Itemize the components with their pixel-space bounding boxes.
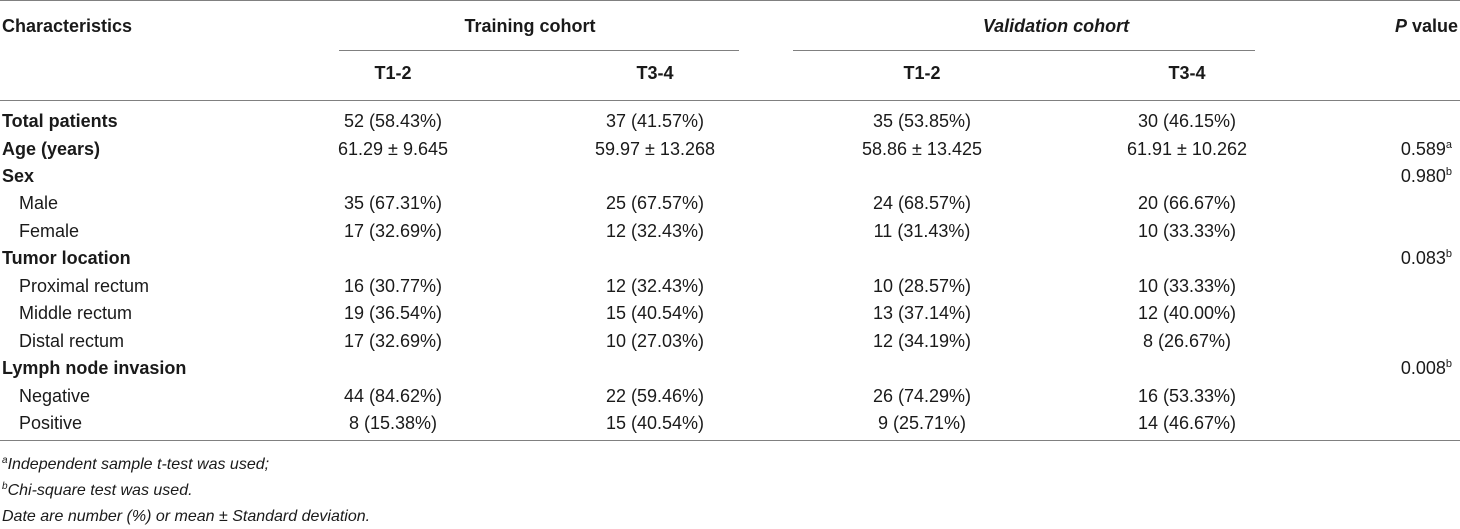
cell-value: 58.86 ± 13.425 <box>862 139 982 159</box>
cell-value: 8 (15.38%) <box>348 413 438 433</box>
cell-value: 44 (84.62%) <box>343 386 443 406</box>
p-value-number: 0.083 <box>1400 248 1446 268</box>
cell-value: 12 (32.43%) <box>605 276 705 296</box>
footnote: Date are number (%) or mean ± Standard d… <box>2 507 370 527</box>
cell-value: 10 (33.33%) <box>1137 221 1237 241</box>
cell-value: 61.91 ± 10.262 <box>1127 139 1247 159</box>
row-label: Lymph node invasion <box>2 358 187 378</box>
cell-value: 22 (59.46%) <box>605 386 705 406</box>
row-label: Proximal rectum <box>19 276 150 296</box>
p-value-footnote-mark: b <box>1445 358 1452 370</box>
cell-value: 10 (27.03%) <box>605 331 705 351</box>
header-training-cohort: Training cohort <box>464 16 596 36</box>
row-label: Tumor location <box>2 248 131 268</box>
cell-value: 52 (58.43%) <box>343 111 443 131</box>
cell-value: 59.97 ± 13.268 <box>595 139 715 159</box>
header-p-value: P value <box>1395 15 1458 37</box>
header-p-italic: P <box>1394 16 1407 36</box>
table-bottom-rule <box>0 440 1460 441</box>
cell-value: 17 (32.69%) <box>343 221 443 241</box>
header-p-rest: value <box>1406 16 1458 36</box>
cell-value: 35 (67.31%) <box>343 193 443 213</box>
row-label: Positive <box>19 413 83 433</box>
cell-value: 12 (40.00%) <box>1137 303 1237 323</box>
cell-value: 10 (33.33%) <box>1137 276 1237 296</box>
cell-value: 24 (68.57%) <box>872 193 972 213</box>
row-label: Total patients <box>2 111 118 131</box>
cell-value: 15 (40.54%) <box>605 303 705 323</box>
footnote-mark: b <box>2 481 8 492</box>
footnote: bChi-square test was used. <box>2 481 193 501</box>
p-value-number: 0.980 <box>1400 166 1446 186</box>
cell-value: 20 (66.67%) <box>1137 193 1237 213</box>
p-value: 0.083b <box>1401 247 1452 269</box>
p-value-number: 0.008 <box>1400 358 1446 378</box>
cell-value: 12 (32.43%) <box>605 221 705 241</box>
p-value: 0.980b <box>1401 165 1452 187</box>
row-label: Male <box>19 193 59 213</box>
subheader-training-t34: T3-4 <box>636 63 674 83</box>
subheader-training-t12: T1-2 <box>374 63 412 83</box>
p-value-footnote-mark: b <box>1445 166 1452 178</box>
footnote-mark: a <box>2 455 8 466</box>
validation-cohort-rule <box>793 50 1255 51</box>
row-label: Sex <box>2 166 35 186</box>
cell-value: 15 (40.54%) <box>605 413 705 433</box>
footnote: aIndependent sample t-test was used; <box>2 455 269 475</box>
row-label: Negative <box>19 386 91 406</box>
cell-value: 10 (28.57%) <box>872 276 972 296</box>
header-validation-cohort: Validation cohort <box>982 16 1130 36</box>
p-value-footnote-mark: b <box>1445 248 1452 260</box>
header-characteristics: Characteristics <box>2 16 133 36</box>
cell-value: 16 (53.33%) <box>1137 386 1237 406</box>
top-rule <box>0 0 1460 1</box>
cell-value: 11 (31.43%) <box>873 221 971 241</box>
cell-value: 17 (32.69%) <box>343 331 443 351</box>
p-value: 0.008b <box>1401 357 1452 379</box>
cell-value: 35 (53.85%) <box>872 111 972 131</box>
cell-value: 61.29 ± 9.645 <box>338 139 448 159</box>
cell-value: 9 (25.71%) <box>877 413 967 433</box>
cell-value: 14 (46.67%) <box>1137 413 1237 433</box>
cell-value: 25 (67.57%) <box>605 193 705 213</box>
cell-value: 26 (74.29%) <box>872 386 972 406</box>
footnote-text: Independent sample t-test was used; <box>7 456 270 473</box>
header-bottom-rule <box>0 100 1460 101</box>
training-cohort-rule <box>339 50 739 51</box>
cell-value: 30 (46.15%) <box>1137 111 1237 131</box>
cell-value: 12 (34.19%) <box>872 331 972 351</box>
cell-value: 37 (41.57%) <box>605 111 705 131</box>
p-value: 0.589a <box>1401 138 1452 160</box>
subheader-validation-t34: T3-4 <box>1168 63 1206 83</box>
subheader-validation-t12: T1-2 <box>903 63 941 83</box>
cell-value: 19 (36.54%) <box>343 303 443 323</box>
footnote-text: Date are number (%) or mean ± Standard d… <box>2 508 371 525</box>
p-value-footnote-mark: a <box>1445 139 1452 151</box>
row-label: Distal rectum <box>19 331 125 351</box>
footnote-text: Chi-square test was used. <box>7 482 193 499</box>
cell-value: 16 (30.77%) <box>343 276 443 296</box>
row-label: Female <box>19 221 80 241</box>
row-label: Age (years) <box>2 139 101 159</box>
row-label: Middle rectum <box>19 303 133 323</box>
cell-value: 8 (26.67%) <box>1142 331 1232 351</box>
p-value-number: 0.589 <box>1400 139 1446 159</box>
cell-value: 13 (37.14%) <box>872 303 972 323</box>
